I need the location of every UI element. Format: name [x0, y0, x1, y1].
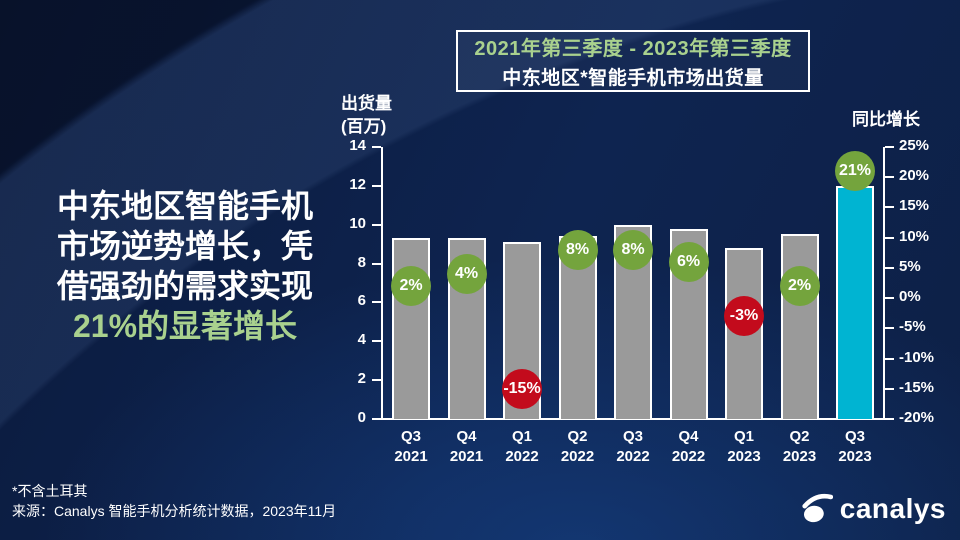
canalys-logo: canalys [799, 492, 946, 526]
x-axis-label-q4-2022-line-2: 2022 [671, 448, 706, 465]
headline-line-2: 市场逆势增长，凭 [56, 228, 313, 264]
left-axis-tick-label-8: 8 [357, 253, 366, 271]
x-axis-label-q1-2022-line-2: 2022 [505, 448, 539, 465]
growth-bubble-q3-2021: 2% [391, 266, 431, 307]
left-axis-tick-10 [372, 223, 381, 226]
x-axis-baseline [376, 418, 893, 420]
bar-q2-2023 [780, 234, 819, 419]
left-axis-title: 出货量 (百万) [341, 92, 392, 138]
canalys-logo-text: canalys [839, 493, 946, 524]
left-axis-tick-4 [372, 340, 381, 343]
x-axis-label-q2-2023-line-2: 2023 [782, 448, 817, 465]
x-axis-label-q3-2021: Q3 2021 [381, 427, 441, 467]
footnote: *不含土耳其 [12, 483, 88, 499]
right-axis-tick-label-20: 20% [899, 167, 930, 185]
x-axis-label-q1-2023: Q1 2023 [714, 427, 774, 467]
left-axis-title-line-1: 出货量 [341, 94, 392, 113]
x-axis-label-q2-2022-line-1: Q2 [567, 428, 588, 445]
right-axis-title: 同比增长 [852, 110, 920, 129]
x-axis-label-q4-2021: Q4 2021 [437, 427, 497, 467]
right-axis-tick-0 [885, 297, 894, 300]
left-axis-title-line-2: (百万) [341, 117, 387, 136]
right-axis-tick--15 [885, 387, 894, 390]
right-axis-tick-label-5: 5% [899, 257, 921, 275]
x-axis-label-q3-2022: Q3 2022 [603, 427, 663, 467]
left-axis-tick-label-0: 0 [357, 409, 366, 426]
right-axis-tick--20 [885, 418, 894, 420]
growth-bubble-q1-2022: -15% [502, 368, 542, 409]
right-axis-tick-20 [885, 176, 894, 179]
x-axis-label-q1-2022-line-1: Q1 [511, 428, 532, 445]
headline-line-4-accent: 21%的显著增长 [72, 308, 298, 344]
x-axis-label-q1-2023-line-2: 2023 [727, 448, 761, 465]
x-axis-label-q2-2022-line-2: 2022 [560, 448, 595, 465]
x-axis-label-q4-2021-line-1: Q4 [456, 428, 477, 445]
left-axis-tick-label-14: 14 [349, 137, 366, 154]
right-axis-tick-5 [885, 266, 894, 269]
right-axis-tick-label--20: -20% [899, 409, 935, 426]
growth-bubble-q2-2022: 8% [557, 229, 598, 270]
x-axis-label-q2-2022: Q2 2022 [548, 427, 608, 467]
canalys-logo-icon [802, 493, 833, 523]
chart-title-box: 2021年第三季度 - 2023年第三季度 中东地区*智能手机市场出货量 [456, 30, 810, 92]
left-axis-tick-12 [372, 184, 381, 187]
headline-line-1: 中东地区智能手机 [56, 188, 313, 224]
x-axis-label-q4-2022: Q4 2022 [659, 427, 719, 467]
bar-q1-2023 [725, 248, 763, 419]
headline: 中东地区智能手机 市场逆势增长，凭 借强劲的需求实现 21%的显著增长 [22, 186, 348, 346]
right-axis-tick-label--15: -15% [899, 378, 935, 396]
headline-line-3: 借强劲的需求实现 [56, 268, 313, 304]
x-axis-label-q2-2023-line-1: Q2 [789, 428, 810, 445]
x-axis-label-q3-2022-line-2: 2022 [616, 448, 650, 465]
left-axis-tick-label-10: 10 [349, 214, 366, 232]
chart-period-subtitle: 2021年第三季度 - 2023年第三季度 [474, 38, 792, 60]
left-axis-tick-6 [372, 301, 381, 304]
left-axis-tick-14 [372, 146, 381, 148]
left-axis-tick-2 [372, 379, 381, 382]
left-axis-tick-label-6: 6 [357, 292, 366, 310]
right-axis-tick-label--10: -10% [899, 348, 935, 366]
right-axis-line [883, 147, 885, 419]
left-axis-tick-0 [372, 418, 381, 420]
right-axis-tick--10 [885, 357, 894, 360]
right-axis-tick-label-0: 0% [899, 288, 921, 306]
x-axis-label-q3-2023: Q3 2023 [825, 427, 885, 467]
right-axis-tick-10 [885, 236, 894, 239]
x-axis-label-q3-2022-line-1: Q3 [622, 428, 643, 445]
right-axis-tick-label-15: 15% [899, 197, 930, 215]
growth-bubble-q4-2022: 6% [668, 241, 709, 282]
growth-bubble-q2-2023: 2% [779, 266, 820, 307]
x-axis-label-q2-2023: Q2 2023 [770, 427, 830, 467]
x-axis-label-q3-2021-line-2: 2021 [394, 448, 428, 465]
right-axis-tick-label-25: 25% [899, 137, 930, 154]
x-axis-label-q4-2022-line-1: Q4 [678, 428, 699, 445]
x-axis-label-q3-2021-line-1: Q3 [400, 428, 421, 445]
growth-bubble-q3-2022: 8% [613, 229, 653, 270]
growth-bubble-q1-2023: -3% [724, 296, 764, 337]
left-axis-tick-label-2: 2 [357, 370, 366, 388]
x-axis-label-q1-2023-line-1: Q1 [733, 428, 754, 445]
left-axis-line [381, 147, 383, 419]
bar-q3-2023 [836, 185, 874, 419]
growth-bubble-q3-2023: 21% [835, 151, 875, 192]
right-axis-tick-label-10: 10% [899, 227, 930, 245]
chart-title: 中东地区*智能手机市场出货量 [502, 68, 764, 89]
right-axis-tick-25 [885, 146, 894, 148]
left-axis-tick-label-4: 4 [357, 331, 366, 349]
x-axis-label-q4-2021-line-2: 2021 [449, 448, 484, 465]
left-axis-tick-8 [372, 262, 381, 265]
right-axis-tick-15 [885, 206, 894, 209]
x-axis-label-q3-2023-line-1: Q3 [844, 428, 865, 445]
x-axis-label-q1-2022: Q1 2022 [492, 427, 552, 467]
right-axis-tick--5 [885, 327, 894, 330]
left-axis-tick-label-12: 12 [349, 175, 366, 193]
growth-bubble-q4-2021: 4% [446, 253, 487, 294]
source-note: 来源：Canalys 智能手机分析统计数据，2023年11月 [12, 503, 337, 519]
right-axis-tick-label--5: -5% [899, 318, 926, 336]
x-axis-label-q3-2023-line-2: 2023 [838, 448, 872, 465]
